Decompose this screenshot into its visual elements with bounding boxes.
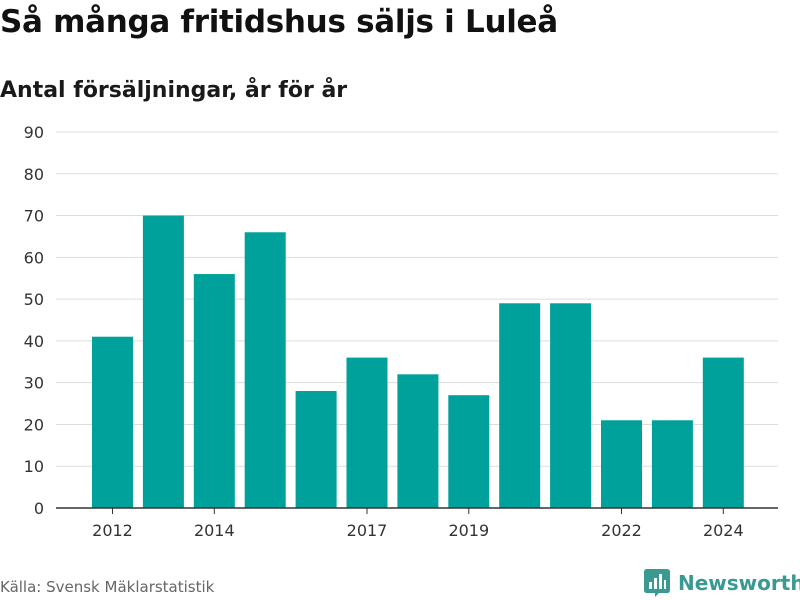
y-tick-label: 70	[24, 207, 44, 226]
chart-subtitle: Antal försäljningar, år för år	[0, 78, 348, 103]
bar-2022	[601, 420, 642, 508]
y-tick-label: 90	[24, 123, 44, 142]
y-tick-label: 30	[24, 374, 44, 393]
bar-2013	[142, 215, 184, 509]
bar-2015	[244, 232, 286, 508]
bar-2023	[651, 420, 693, 508]
y-tick-label: 20	[24, 415, 44, 434]
bar-2020	[499, 303, 541, 508]
x-tick-label: 2019	[448, 521, 489, 540]
y-tick-label: 40	[24, 332, 44, 351]
bar-2014	[193, 274, 235, 508]
bar-2012	[92, 336, 133, 508]
bar-2016	[295, 391, 337, 508]
y-tick-label: 10	[24, 457, 44, 476]
x-tick-label: 2017	[347, 521, 388, 540]
bar-2021	[550, 303, 592, 508]
y-tick-label: 0	[34, 499, 44, 518]
brand-logo: Newsworthy	[644, 569, 800, 597]
x-tick-label: 2024	[703, 521, 744, 540]
y-tick-label: 50	[24, 290, 44, 309]
y-tick-label: 80	[24, 165, 44, 184]
bar-2017	[346, 357, 388, 508]
chart-title: Så många fritidshus säljs i Luleå	[0, 4, 558, 40]
bars	[56, 215, 778, 509]
bar-2018	[397, 374, 439, 508]
x-tick-label: 2022	[601, 521, 642, 540]
y-axis-labels: 0 10 20 30 40 50 60 70 80 90	[24, 123, 44, 518]
bar-2019	[448, 395, 490, 508]
x-tick-label: 2012	[92, 521, 133, 540]
x-tick-label: 2014	[194, 521, 235, 540]
source-note: Källa: Svensk Mäklarstatistik	[0, 578, 215, 596]
bar-chart-logo-icon	[644, 569, 670, 597]
brand-name: Newsworthy	[678, 571, 800, 595]
bar-2024	[702, 357, 744, 508]
y-tick-label: 60	[24, 248, 44, 267]
x-axis-labels: 2012 2014 2017 2019 2022 2024	[92, 508, 744, 540]
